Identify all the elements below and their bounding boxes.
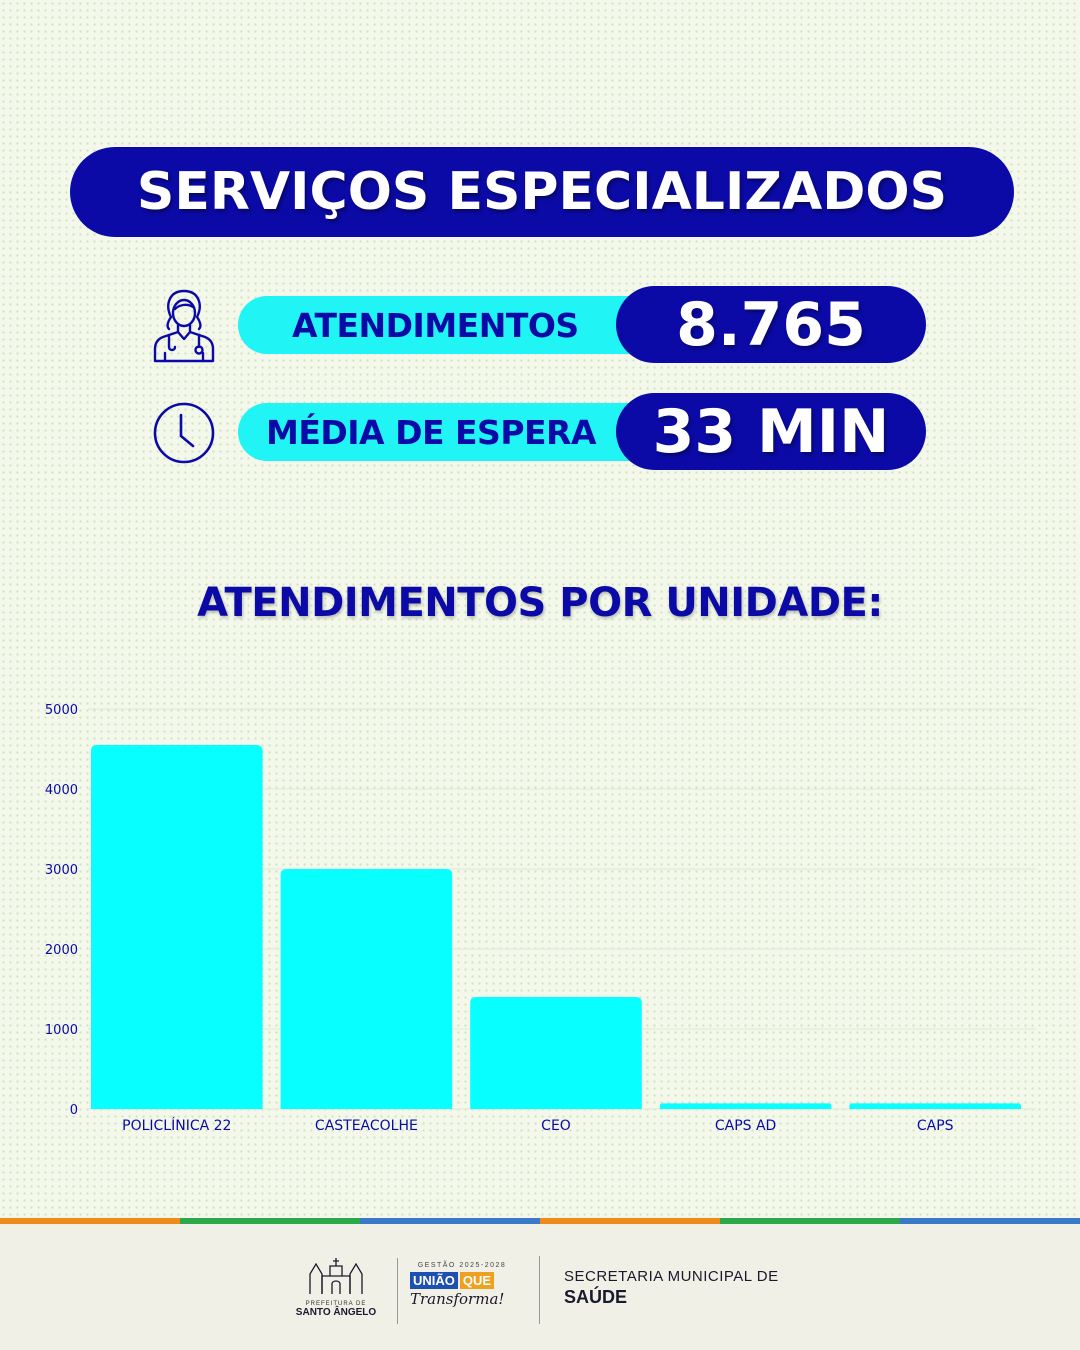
y-tick-label: 4000 — [45, 783, 78, 798]
doctor-icon — [150, 286, 218, 366]
stripe-segment — [900, 1218, 1080, 1224]
stripe-segment — [720, 1218, 900, 1224]
stat-label-pill: MÉDIA DE ESPERA — [238, 403, 678, 461]
stat-row-media-espera: MÉDIA DE ESPERA 33 MIN — [150, 393, 930, 473]
bar-chart: 0 1000 2000 3000 4000 5000 POLICLÍNICA 22 CASTE… — [45, 703, 1036, 1134]
stat-value: 33 MIN — [652, 396, 890, 467]
clock-icon — [150, 393, 218, 473]
divider — [539, 1256, 540, 1324]
gestao-logo: GESTÃO 2025-2028 UNIÃO QUE Transforma! — [410, 1262, 514, 1332]
stat-value-pill: 33 MIN — [616, 393, 926, 470]
y-tick-label: 5000 — [45, 703, 78, 718]
stripe-segment — [180, 1218, 360, 1224]
page-title: SERVIÇOS ESPECIALIZADOS — [136, 162, 948, 222]
bar — [91, 745, 263, 1109]
logo-gestao-label: GESTÃO 2025-2028 — [417, 1262, 507, 1269]
stripe-segment — [0, 1218, 180, 1224]
stat-row-atendimentos: ATENDIMENTOS 8.765 — [150, 286, 930, 366]
x-tick-label: CEO — [541, 1118, 571, 1134]
logo-uniao: UNIÃO — [410, 1272, 458, 1289]
divider — [397, 1258, 398, 1324]
logo-transforma: Transforma! — [410, 1290, 505, 1308]
secretaria-line1: SECRETARIA MUNICIPAL DE — [564, 1268, 779, 1285]
secretaria-label: SECRETARIA MUNICIPAL DE SAÚDE — [564, 1268, 779, 1308]
y-tick-label: 3000 — [45, 863, 78, 878]
x-tick-label: CAPS — [917, 1118, 954, 1134]
footer: PREFEITURA DE SANTO ÂNGELO GESTÃO 2025-2… — [0, 1224, 1080, 1350]
stat-label-pill: ATENDIMENTOS — [238, 296, 678, 354]
bar — [470, 997, 642, 1109]
church-icon — [309, 1258, 363, 1294]
stripe-segment — [360, 1218, 540, 1224]
stripe-segment — [540, 1218, 720, 1224]
y-tick-label: 0 — [70, 1103, 78, 1118]
logo-pref-label: PREFEITURA DE — [305, 1301, 367, 1307]
x-tick-label: CASTEACOLHE — [315, 1118, 418, 1134]
stat-value-pill: 8.765 — [616, 286, 926, 363]
chart-heading: ATENDIMENTOS POR UNIDADE: — [197, 580, 883, 626]
bar — [849, 1103, 1021, 1109]
logo-city-label: SANTO ÂNGELO — [295, 1307, 377, 1318]
stat-label: MÉDIA DE ESPERA — [266, 412, 597, 452]
logo-badges: UNIÃO QUE — [410, 1272, 514, 1289]
secretaria-line2: SAÚDE — [564, 1287, 628, 1307]
stat-label: ATENDIMENTOS — [292, 305, 579, 345]
title-banner: SERVIÇOS ESPECIALIZADOS — [70, 147, 1014, 237]
bar — [659, 1103, 832, 1109]
logo-que: QUE — [459, 1272, 495, 1289]
prefeitura-logo: PREFEITURA DE SANTO ÂNGELO — [284, 1256, 388, 1328]
y-tick-label: 2000 — [45, 943, 78, 958]
stat-value: 8.765 — [676, 289, 866, 360]
bar — [280, 869, 453, 1109]
x-tick-label: CAPS AD — [715, 1118, 777, 1134]
y-tick-label: 1000 — [45, 1023, 78, 1038]
x-tick-label: POLICLÍNICA 22 — [122, 1117, 231, 1134]
footer-color-stripe — [0, 1218, 1080, 1224]
